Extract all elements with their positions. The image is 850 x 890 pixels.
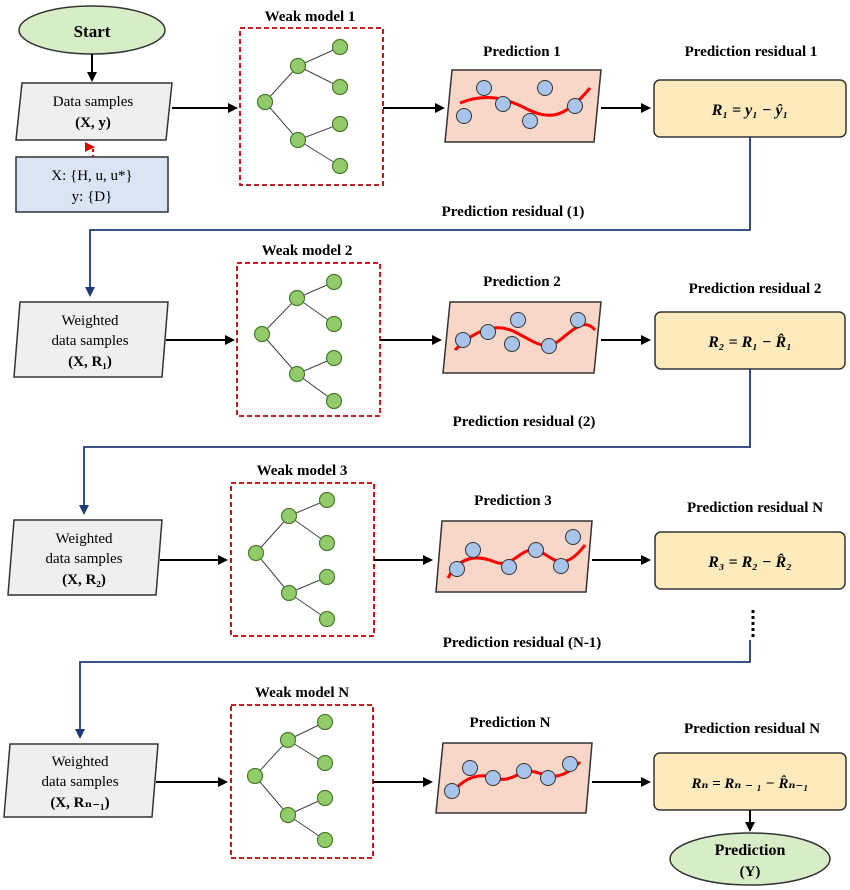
residual-n-formula: Rₙ = Rₙ ₋ ₁ − R̂ₙ₋₁ (690, 775, 808, 792)
tree-node (289, 131, 307, 149)
weak-model-2 (236, 262, 381, 417)
weighted-n-line2: data samples (41, 774, 118, 790)
residual-2-box: R₂ = R₁ − R̂₁ (654, 311, 846, 370)
data-samples-line1: Data samples (53, 94, 134, 110)
prediction-3-panel (435, 520, 593, 593)
tree-node (331, 38, 349, 56)
start-node: Start (18, 5, 166, 55)
feedback-arrow-n-1 (75, 640, 751, 739)
weak-model-n (230, 704, 374, 859)
weighted-samples-2: Weighted data samples (X, R₂) (7, 519, 163, 596)
variables-line1: X: {H, u, u*} (51, 168, 132, 184)
prediction-1-panel (444, 69, 602, 143)
weak-model-n-title: Weak model N (255, 685, 349, 701)
tree-node (256, 93, 274, 111)
weighted-samples-n-1: Weighted data samples (X, Rₙ₋₁) (3, 743, 159, 818)
tree-node (289, 57, 307, 75)
weak-model-3-title: Weak model 3 (257, 463, 348, 479)
feedback-arrow-2 (79, 369, 751, 515)
tree-node (331, 157, 349, 175)
prediction-2-panel (442, 301, 602, 374)
weak-model-3 (230, 482, 375, 637)
prediction-1-title: Prediction 1 (483, 44, 561, 60)
prediction-n-title: Prediction N (470, 715, 551, 731)
weighted-samples-1: Weighted data samples (X, R₁) (13, 301, 169, 378)
feedback-arrow-1 (85, 137, 751, 297)
start-label: Start (74, 22, 111, 41)
prediction-n-panel (435, 742, 593, 814)
residual-3-title: Prediction residual N (687, 500, 823, 516)
weighted-2-line3: (X, R₂) (62, 572, 106, 588)
weak-model-1 (239, 27, 384, 186)
feedback-label-n-1: Prediction residual (N-1) (443, 635, 602, 651)
residual-2-formula: R₂ = R₁ − R̂₁ (707, 332, 792, 351)
residual-1-title: Prediction residual 1 (685, 44, 818, 60)
weighted-2-line1: Weighted (55, 531, 113, 547)
prediction-2-title: Prediction 2 (483, 274, 561, 290)
residual-n-box: Rₙ = Rₙ ₋ ₁ − R̂ₙ₋₁ (653, 752, 847, 811)
weighted-n-line1: Weighted (51, 754, 109, 770)
weighted-1-line1: Weighted (61, 313, 119, 329)
residual-n-title: Prediction residual N (684, 721, 820, 737)
weighted-2-line2: data samples (45, 551, 122, 567)
weak-model-1-title: Weak model 1 (265, 9, 356, 25)
weighted-1-line2: data samples (51, 333, 128, 349)
weighted-n-line3: (X, Rₙ₋₁) (50, 795, 109, 811)
variables-box: X: {H, u, u*} y: {D} (15, 156, 169, 213)
output-prediction-node: Prediction (Y) (669, 832, 831, 886)
residual-3-formula: R₃ = R₂ − R̂₂ (707, 552, 792, 571)
weighted-1-line3: (X, R₁) (68, 354, 112, 370)
weak-model-2-title: Weak model 2 (262, 243, 353, 259)
data-samples-node: Data samples (X, y) (15, 82, 173, 141)
feedback-label-1: Prediction residual (1) (442, 204, 585, 220)
residual-1-formula: R₁ = y₁ − ŷ₁ (711, 102, 788, 119)
residual-1-box: R₁ = y₁ − ŷ₁ (653, 79, 847, 138)
tree-node (331, 78, 349, 96)
data-samples-line2: (X, y) (75, 115, 111, 131)
residual-3-box: R₃ = R₂ − R̂₂ (654, 531, 846, 590)
feedback-label-2: Prediction residual (2) (453, 414, 596, 430)
output-line1: Prediction (715, 842, 786, 859)
tree-node (331, 115, 349, 133)
variables-line2: y: {D} (72, 189, 113, 205)
prediction-3-title: Prediction 3 (474, 493, 552, 509)
residual-2-title: Prediction residual 2 (689, 281, 822, 297)
output-line2: (Y) (740, 864, 761, 880)
